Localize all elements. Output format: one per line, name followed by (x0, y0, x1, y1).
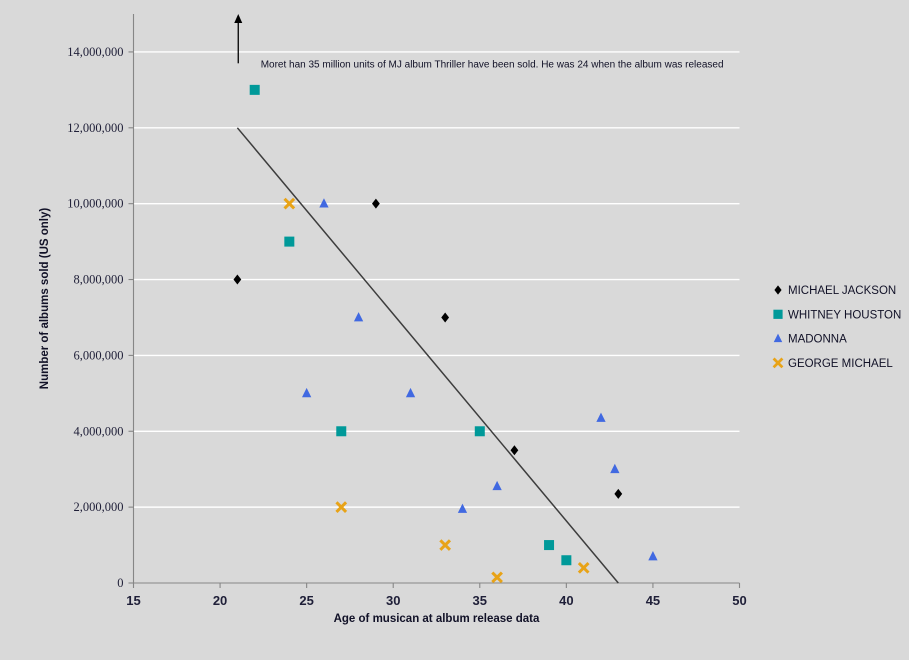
data-point[interactable] (492, 480, 502, 491)
legend-item-label: GEORGE MICHAEL (788, 358, 893, 370)
data-point[interactable] (544, 540, 555, 551)
x-tick-label: 45 (646, 593, 660, 608)
series-michael-jackson[interactable] (233, 198, 623, 499)
data-point[interactable] (648, 551, 658, 561)
legend-item-george-michael[interactable]: GEORGE MICHAEL (772, 357, 894, 370)
y-axis-title: Number of albums sold (US only) (39, 208, 51, 390)
x-tick-label: 35 (473, 593, 487, 608)
axis-titles: Age of musican at album release data Numb… (39, 208, 540, 625)
data-point[interactable] (301, 387, 312, 398)
annotation-label: Moret han 35 million units of MJ album T… (261, 59, 724, 70)
data-point[interactable] (405, 387, 416, 398)
legend-item-label: WHITNEY HOUSTON (788, 309, 901, 321)
data-points[interactable] (233, 84, 658, 584)
legend-item-label: MADONNA (788, 334, 847, 346)
cross-stroke (439, 539, 452, 551)
data-point[interactable] (249, 84, 260, 95)
cross-stroke (772, 357, 784, 369)
cross-stroke (491, 571, 503, 584)
data-point[interactable] (510, 445, 519, 456)
y-tick-label: 12,000,000 (67, 121, 123, 135)
legend-item-madonna[interactable]: MADONNA (773, 333, 847, 346)
axes (128, 14, 741, 588)
data-point[interactable] (610, 463, 620, 474)
data-point[interactable] (353, 312, 364, 322)
data-point[interactable] (336, 426, 347, 437)
x-tick-label: 50 (732, 593, 746, 608)
x-tick-label: 30 (386, 593, 400, 608)
x-tick-label: 25 (299, 593, 313, 608)
legend-marker-icon[interactable] (773, 309, 783, 319)
data-point[interactable] (319, 198, 329, 208)
legend-item-label: MICHAEL JACKSON (788, 285, 896, 297)
data-point[interactable] (439, 539, 452, 551)
data-point[interactable] (233, 274, 242, 285)
y-tick-label: 0 (117, 576, 123, 590)
legend-marker-icon[interactable] (774, 285, 782, 295)
x-tick-label: 15 (126, 593, 140, 608)
data-point[interactable] (335, 501, 348, 513)
chart-legend[interactable]: MICHAEL JACKSON WHITNEY HOUSTON MADONNA GEO… (772, 285, 901, 370)
y-tick-label: 8,000,000 (74, 273, 124, 287)
y-axis-tick-labels: 0 2,000,000 4,000,000 6,000,000 8,000,000 10,… (67, 45, 123, 590)
data-point[interactable] (474, 426, 485, 437)
legend-item-whitney-houston[interactable]: WHITNEY HOUSTON (773, 309, 901, 321)
data-point[interactable] (372, 198, 380, 209)
y-tick-label: 10,000,000 (67, 197, 123, 211)
annotation-arrow-head (234, 14, 243, 23)
cross-stroke (283, 197, 296, 210)
data-point[interactable] (284, 236, 295, 247)
cross-stroke (577, 561, 590, 574)
x-tick-label: 20 (213, 593, 227, 608)
series-whitney-houston[interactable] (249, 84, 572, 566)
trendline-path (236, 127, 619, 584)
data-point[interactable] (441, 312, 450, 323)
gridlines (133, 51, 740, 508)
data-point[interactable] (491, 571, 503, 584)
series-madonna[interactable] (301, 198, 658, 561)
data-point[interactable] (283, 197, 296, 210)
legend-marker-icon[interactable] (773, 333, 783, 343)
legend-marker-icon[interactable] (772, 357, 784, 369)
data-point[interactable] (577, 561, 590, 574)
data-point[interactable] (596, 412, 606, 422)
cross-stroke (335, 501, 348, 513)
y-tick-label: 14,000,000 (67, 45, 123, 59)
data-point[interactable] (614, 488, 623, 499)
data-point[interactable] (561, 555, 572, 566)
x-axis-tick-labels: 15 20 25 30 35 40 45 50 (126, 593, 746, 608)
annotation-callout: Moret han 35 million units of MJ album T… (234, 14, 724, 70)
x-axis-title: Age of musican at album release data (334, 613, 540, 625)
y-tick-label: 6,000,000 (74, 348, 124, 362)
trendline (236, 127, 619, 584)
x-tick-label: 40 (559, 593, 573, 608)
data-point[interactable] (457, 503, 468, 513)
legend-item-michael-jackson[interactable]: MICHAEL JACKSON (774, 285, 896, 297)
y-tick-label: 4,000,000 (74, 424, 124, 438)
series-george-michael[interactable] (283, 197, 590, 584)
y-tick-label: 2,000,000 (74, 500, 124, 514)
